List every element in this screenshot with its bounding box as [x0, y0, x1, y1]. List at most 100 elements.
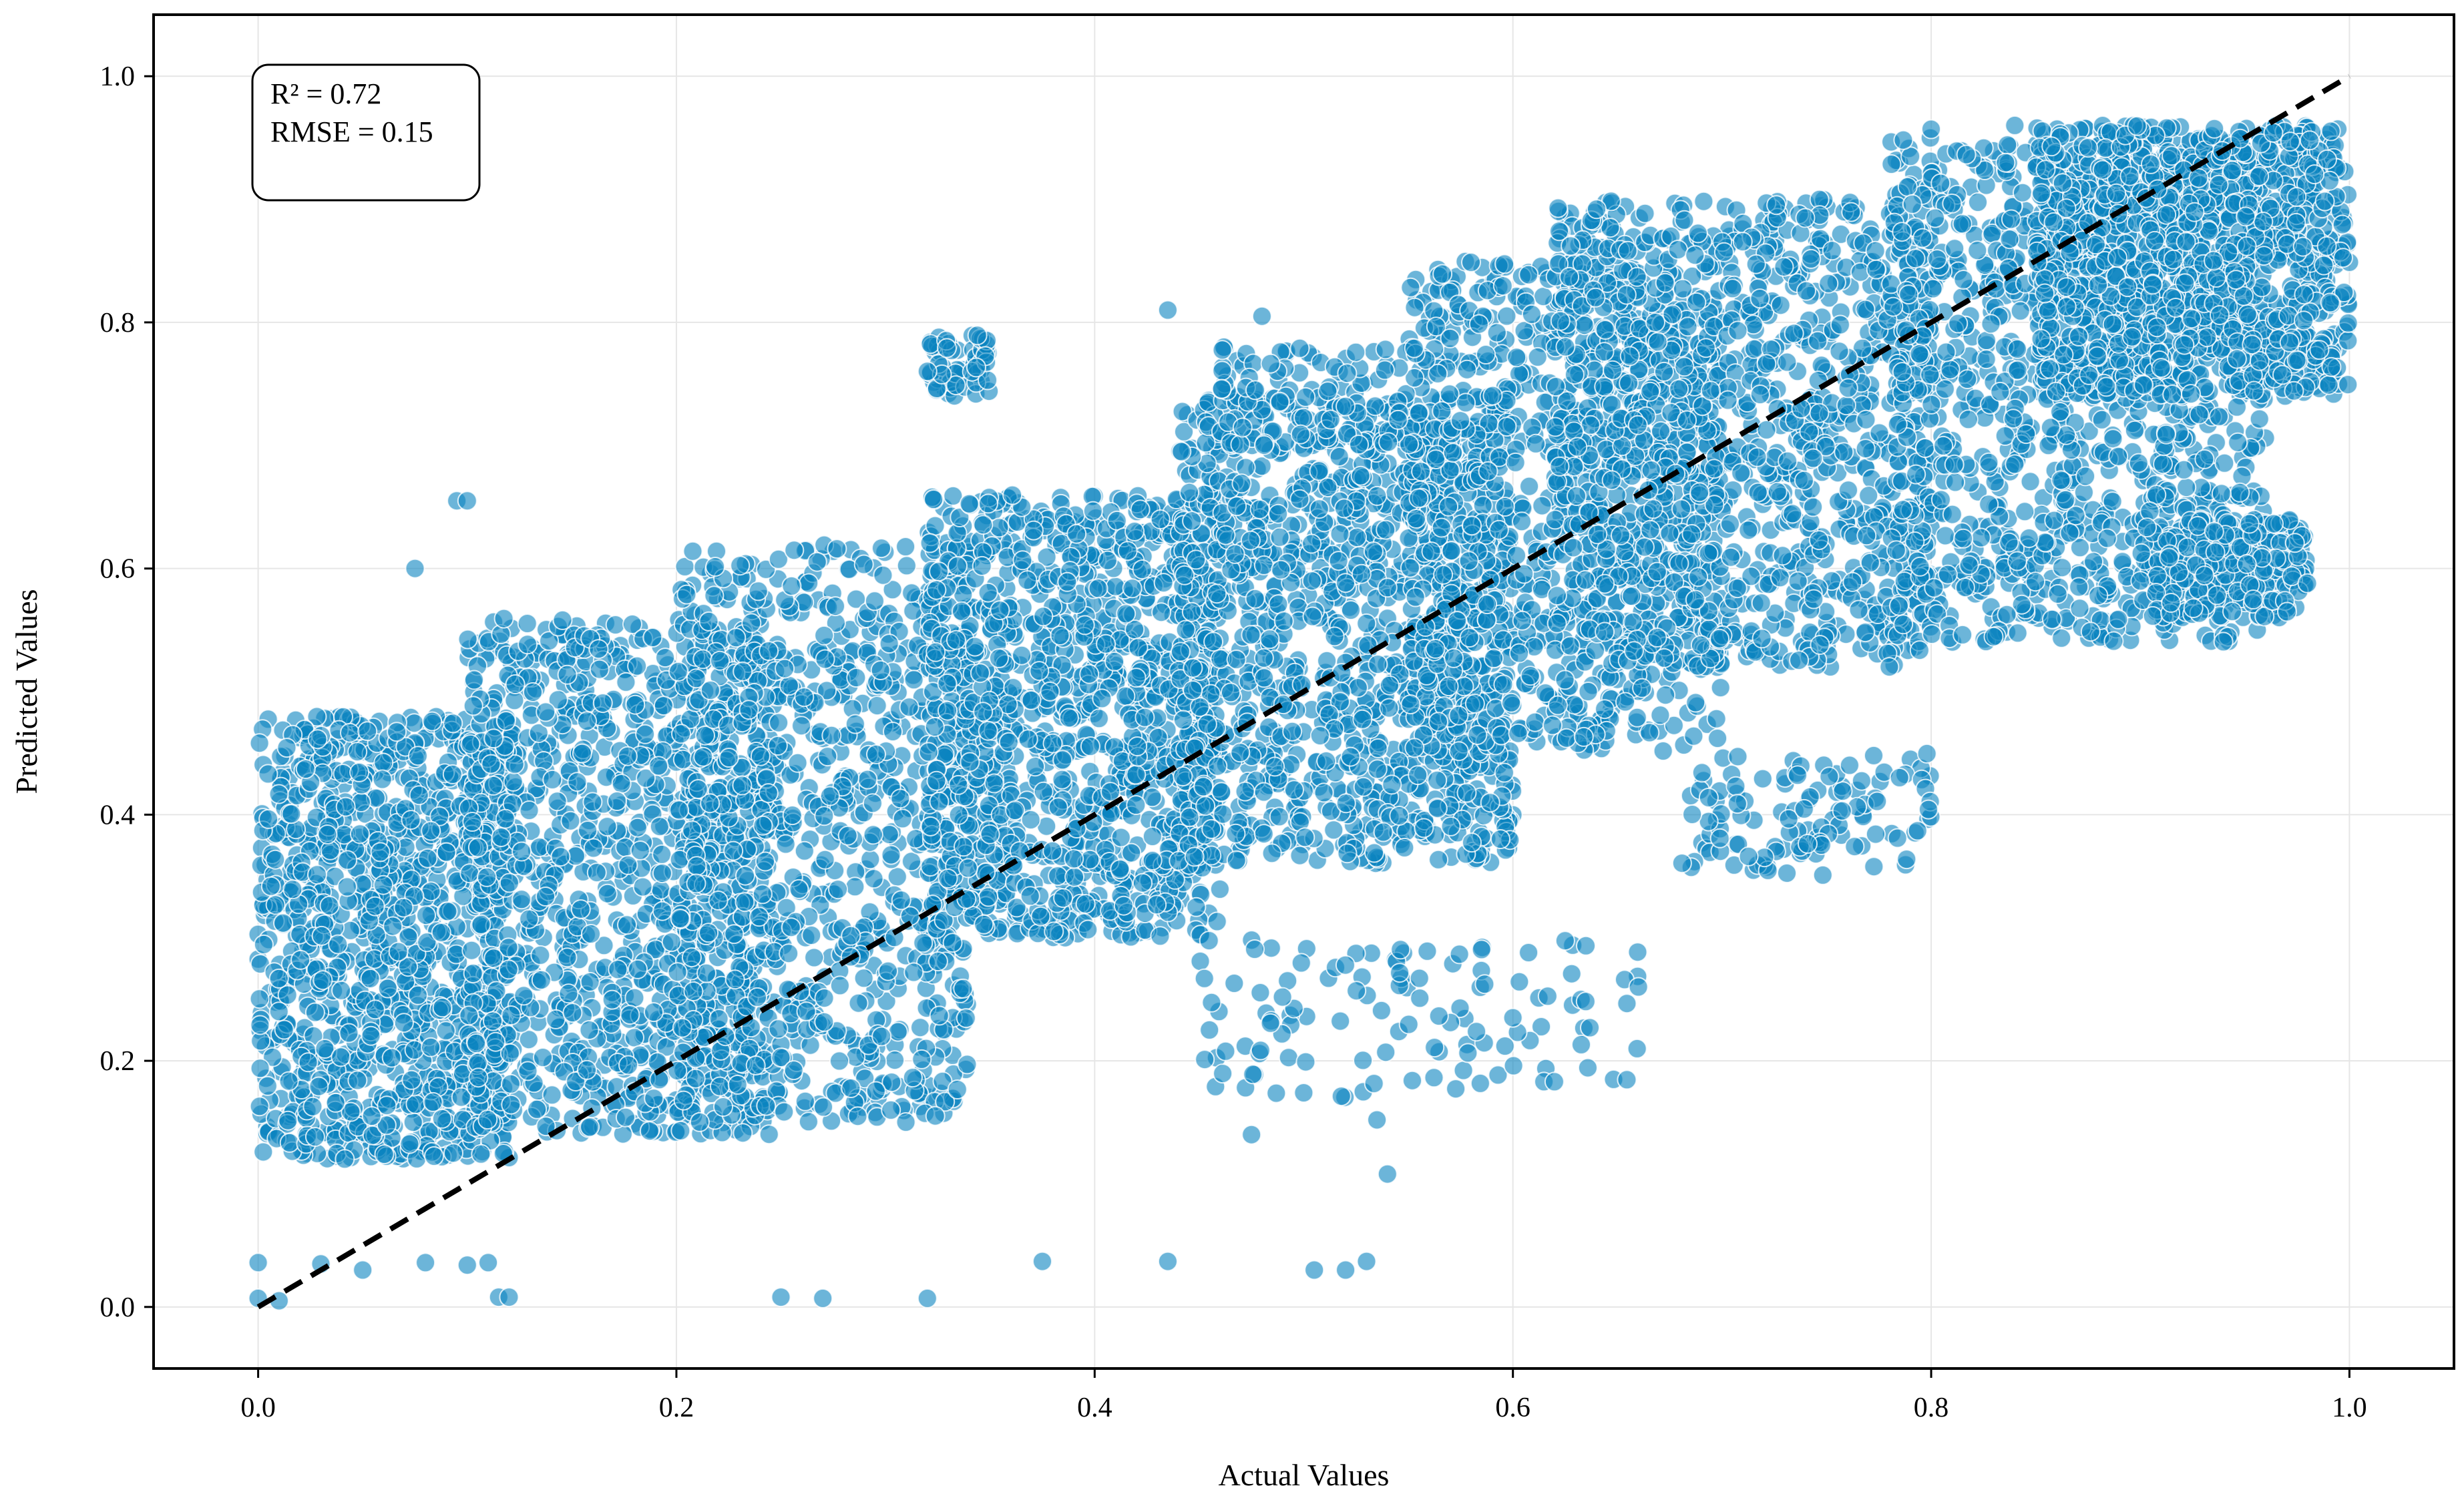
data-point: [783, 1060, 804, 1081]
data-point: [500, 1073, 521, 1094]
data-point: [726, 628, 747, 648]
data-point: [1126, 795, 1147, 815]
data-point: [1074, 615, 1095, 636]
data-point: [605, 615, 626, 635]
data-point: [1040, 681, 1060, 702]
data-point: [948, 774, 969, 795]
data-point: [373, 874, 393, 895]
data-point: [361, 1025, 381, 1046]
data-point: [1088, 708, 1109, 729]
data-point: [317, 824, 338, 844]
data-point: [1018, 729, 1038, 750]
data-point: [463, 696, 483, 716]
data-point: [471, 914, 491, 935]
data-point: [373, 752, 394, 773]
data-point: [436, 842, 457, 862]
data-point: [477, 866, 497, 887]
data-point: [464, 670, 484, 690]
data-point: [309, 1076, 329, 1097]
data-point: [1104, 652, 1125, 672]
data-point: [337, 850, 358, 870]
data-point: [282, 879, 303, 900]
data-point: [947, 1079, 968, 1099]
data-point: [864, 591, 885, 611]
data-point: [1052, 750, 1073, 770]
data-point: [416, 905, 437, 926]
data-point: [421, 820, 441, 841]
data-point: [319, 895, 340, 916]
data-point: [602, 989, 622, 1010]
data-point: [895, 537, 916, 557]
data-point: [733, 1123, 753, 1144]
data-point: [817, 746, 838, 767]
data-point: [582, 792, 603, 812]
data-point: [919, 533, 940, 553]
data-point: [276, 738, 297, 758]
data-point: [1002, 485, 1023, 505]
data-point: [644, 1002, 664, 1023]
data-point: [547, 791, 568, 812]
data-point: [829, 1051, 849, 1071]
data-point: [801, 925, 822, 945]
data-point: [902, 1067, 923, 1088]
data-point: [942, 933, 963, 953]
data-point: [724, 924, 745, 945]
data-point: [828, 879, 848, 900]
data-point: [279, 1132, 300, 1153]
data-point: [357, 721, 378, 742]
data-point: [903, 962, 924, 983]
data-point: [644, 1088, 664, 1109]
data-point: [965, 636, 985, 657]
data-point: [325, 1092, 346, 1113]
data-point: [998, 732, 1019, 752]
data-point: [821, 725, 842, 746]
data-point: [870, 660, 891, 680]
data-point: [617, 746, 638, 766]
data-point: [1029, 661, 1050, 682]
data-point: [1078, 919, 1098, 940]
data-point: [667, 962, 688, 983]
data-point: [895, 1112, 916, 1132]
data-point: [1100, 782, 1120, 802]
data-point: [745, 1055, 766, 1075]
data-point: [767, 736, 788, 756]
data-point: [748, 581, 769, 601]
data-point: [804, 947, 825, 968]
data-point: [860, 849, 881, 870]
data-point: [819, 786, 840, 806]
data-point: [409, 785, 429, 806]
data-point: [791, 716, 812, 736]
data-point: [799, 573, 819, 593]
data-point: [335, 1149, 355, 1170]
data-point: [1133, 872, 1153, 893]
data-point: [635, 724, 656, 744]
data-point: [268, 968, 289, 989]
data-point: [910, 1017, 931, 1038]
data-point: [1151, 602, 1172, 623]
data-point: [519, 909, 540, 929]
data-point: [597, 883, 618, 904]
data-point: [257, 1075, 278, 1096]
data-point: [989, 648, 1009, 668]
data-point: [1226, 650, 1247, 670]
data-point: [708, 1009, 729, 1029]
data-point: [393, 897, 414, 918]
data-point: [1080, 736, 1100, 756]
data-point: [718, 748, 739, 768]
data-point: [648, 756, 669, 776]
data-point: [328, 934, 349, 955]
data-point: [671, 724, 691, 744]
data-point: [274, 1019, 294, 1040]
data-point: [642, 628, 663, 648]
data-point: [501, 1005, 522, 1025]
data-point: [1130, 499, 1151, 520]
data-point: [698, 923, 719, 943]
data-point: [890, 788, 911, 809]
data-point: [990, 600, 1010, 621]
data-point: [913, 933, 934, 953]
data-point: [845, 877, 865, 897]
data-point: [946, 630, 966, 650]
data-point: [374, 1144, 395, 1165]
data-point: [1117, 541, 1138, 561]
data-point: [611, 774, 632, 794]
